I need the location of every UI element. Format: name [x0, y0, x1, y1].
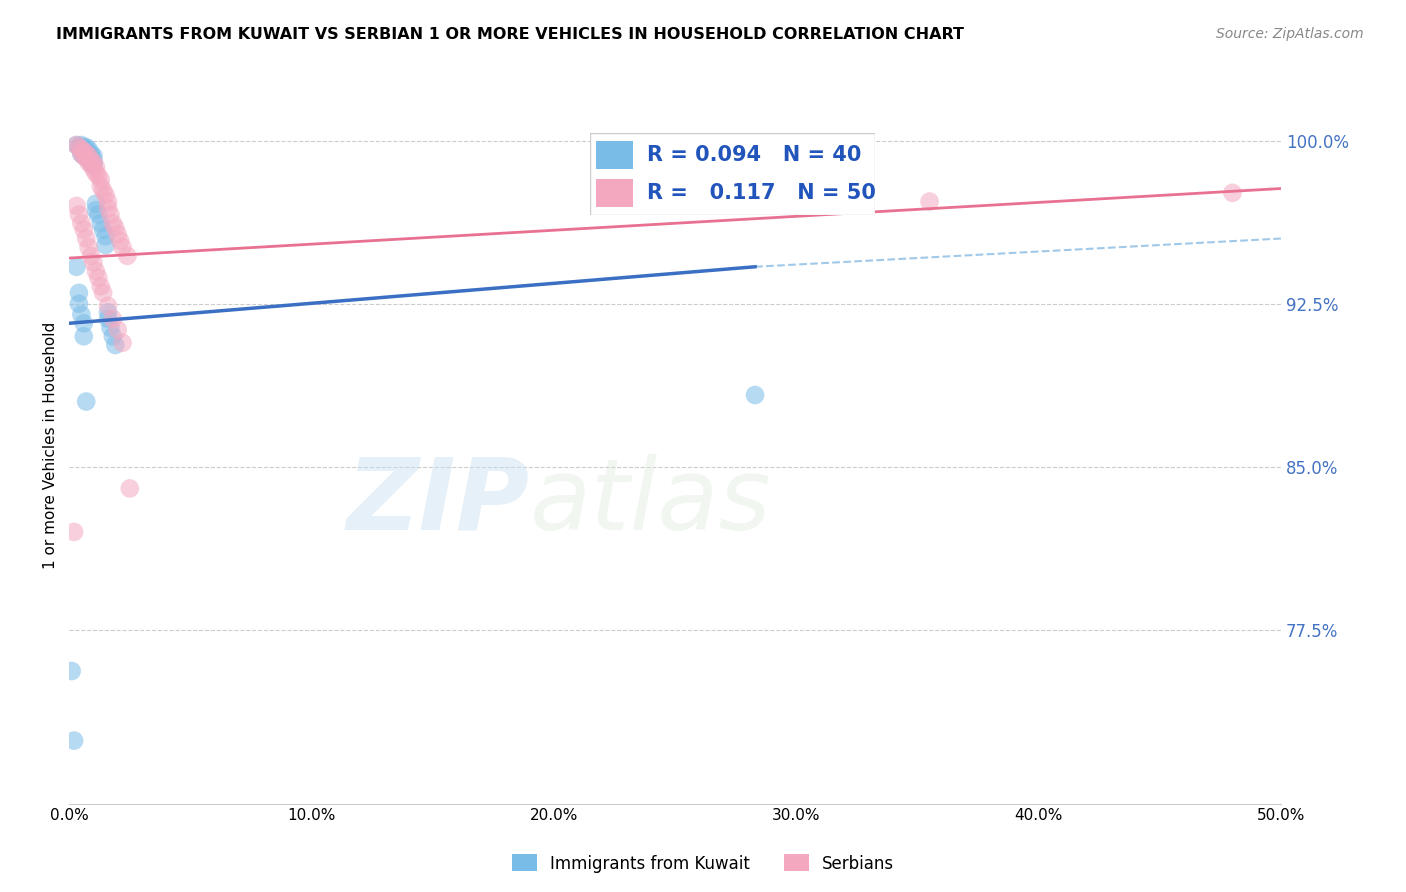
Text: Source: ZipAtlas.com: Source: ZipAtlas.com [1216, 27, 1364, 41]
Point [65, 138, 87, 153]
Point [73, 316, 96, 330]
Legend: Immigrants from Kuwait, Serbians: Immigrants from Kuwait, Serbians [505, 847, 901, 880]
Point [100, 320, 122, 334]
Point [107, 323, 129, 337]
Point [73, 140, 96, 154]
Point [90, 279, 112, 293]
Point [84, 264, 107, 278]
Point [80, 146, 103, 161]
Point [82, 255, 104, 269]
Point [80, 249, 103, 263]
Point [63, 733, 86, 747]
Text: IMMIGRANTS FROM KUWAIT VS SERBIAN 1 OR MORE VEHICLES IN HOUSEHOLD CORRELATION CH: IMMIGRANTS FROM KUWAIT VS SERBIAN 1 OR M… [56, 27, 965, 42]
Point [82, 158, 104, 172]
Point [77, 149, 100, 163]
Point [65, 138, 87, 153]
Point [73, 149, 96, 163]
Point [80, 153, 103, 168]
Point [104, 220, 127, 235]
Point [77, 142, 100, 156]
Point [73, 145, 96, 159]
Point [97, 305, 120, 319]
Point [111, 335, 134, 350]
Point [108, 234, 131, 248]
Point [90, 216, 112, 230]
Point [94, 229, 117, 244]
Point [117, 249, 139, 263]
Point [97, 299, 120, 313]
Point [87, 208, 110, 222]
Point [101, 312, 124, 326]
Point [73, 149, 96, 163]
Point [70, 308, 93, 322]
Point [70, 142, 93, 156]
Text: atlas: atlas [530, 454, 772, 551]
Point [104, 338, 127, 352]
Point [97, 201, 120, 215]
Point [82, 153, 104, 168]
Point [80, 151, 103, 165]
Point [91, 184, 114, 198]
Point [82, 149, 104, 163]
Point [87, 169, 110, 183]
Point [67, 140, 90, 154]
Point [111, 240, 134, 254]
Point [84, 196, 107, 211]
Point [118, 482, 141, 496]
Point [60, 664, 83, 678]
Point [75, 151, 97, 165]
Point [75, 231, 97, 245]
Text: ZIP: ZIP [347, 454, 530, 551]
Point [75, 394, 97, 409]
Point [94, 238, 117, 252]
Point [63, 524, 86, 539]
Point [77, 240, 100, 254]
Point [94, 188, 117, 202]
Point [107, 227, 129, 242]
Point [77, 155, 100, 169]
Point [100, 208, 122, 222]
Point [70, 138, 93, 153]
Point [70, 142, 93, 156]
Point [67, 208, 90, 222]
Y-axis label: 1 or more Vehicles in Household: 1 or more Vehicles in Household [44, 321, 58, 568]
Point [75, 140, 97, 154]
Point [70, 146, 93, 161]
Point [90, 179, 112, 194]
Point [67, 285, 90, 300]
Point [80, 158, 103, 172]
Point [1222, 186, 1244, 200]
Point [91, 223, 114, 237]
Point [84, 160, 107, 174]
Point [75, 146, 97, 161]
Point [101, 216, 124, 230]
Point [70, 146, 93, 161]
Point [67, 296, 90, 310]
Point [82, 161, 104, 176]
Point [65, 199, 87, 213]
Point [77, 149, 100, 163]
Point [80, 155, 103, 169]
Point [87, 270, 110, 285]
Point [73, 329, 96, 343]
Point [82, 155, 104, 169]
Point [65, 260, 87, 274]
Point [70, 216, 93, 230]
Point [84, 166, 107, 180]
Point [744, 388, 766, 402]
Point [97, 194, 120, 209]
Point [97, 312, 120, 326]
Point [90, 173, 112, 187]
Point [84, 203, 107, 218]
Point [918, 194, 941, 209]
Point [75, 145, 97, 159]
Point [67, 140, 90, 154]
Point [73, 223, 96, 237]
Point [73, 145, 96, 159]
Point [101, 329, 124, 343]
Point [91, 285, 114, 300]
